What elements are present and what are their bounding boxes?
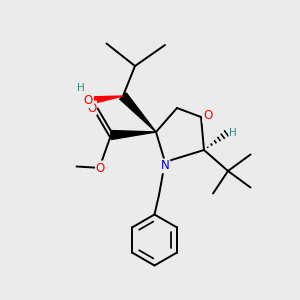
Text: O: O — [87, 101, 96, 115]
Polygon shape — [120, 93, 156, 132]
Text: O: O — [96, 161, 105, 175]
Text: O: O — [84, 94, 93, 107]
Polygon shape — [89, 96, 123, 104]
Text: N: N — [160, 159, 169, 172]
Text: H: H — [229, 128, 237, 138]
Text: O: O — [203, 109, 212, 122]
Text: H: H — [77, 83, 85, 93]
Polygon shape — [111, 130, 156, 140]
